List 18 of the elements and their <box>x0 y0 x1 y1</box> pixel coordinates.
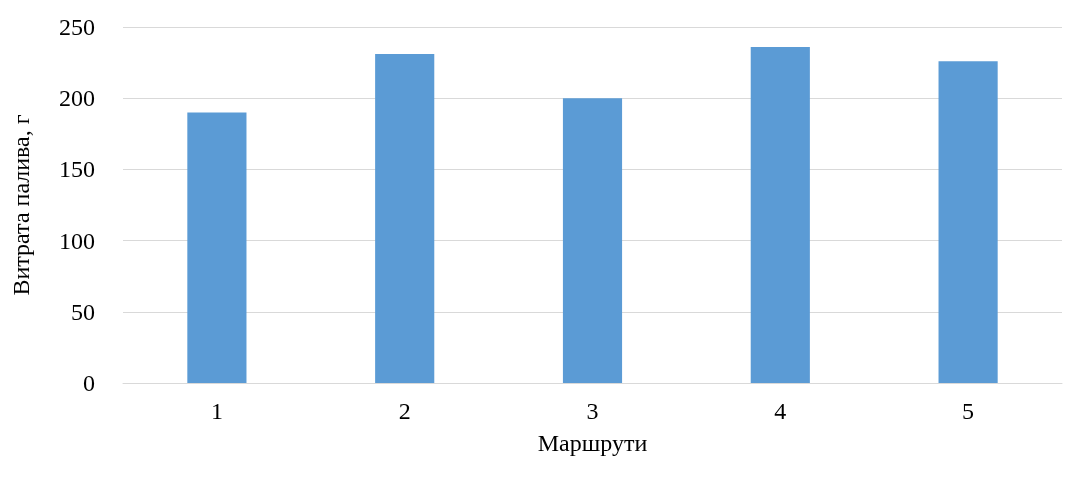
x-tick-label: 4 <box>774 398 787 424</box>
bar <box>562 98 623 383</box>
x-tick-label: 1 <box>210 398 223 424</box>
y-tick-label: 150 <box>59 156 95 183</box>
y-tick-label: 250 <box>59 14 95 40</box>
y-axis-title: Витрата палива, г <box>8 114 34 296</box>
x-axis-title: Маршрути <box>537 430 648 456</box>
y-tick-label: 0 <box>83 370 95 396</box>
y-tick-label: 50 <box>71 298 95 325</box>
x-tick-label: 5 <box>962 398 975 424</box>
bar <box>938 61 998 383</box>
bar <box>375 54 435 383</box>
y-tick-label: 100 <box>59 227 95 254</box>
y-tick-label: 200 <box>59 85 95 112</box>
bar <box>750 46 810 383</box>
bar <box>187 112 247 383</box>
x-tick-label: 2 <box>398 398 411 424</box>
x-tick-label: 3 <box>586 398 599 424</box>
